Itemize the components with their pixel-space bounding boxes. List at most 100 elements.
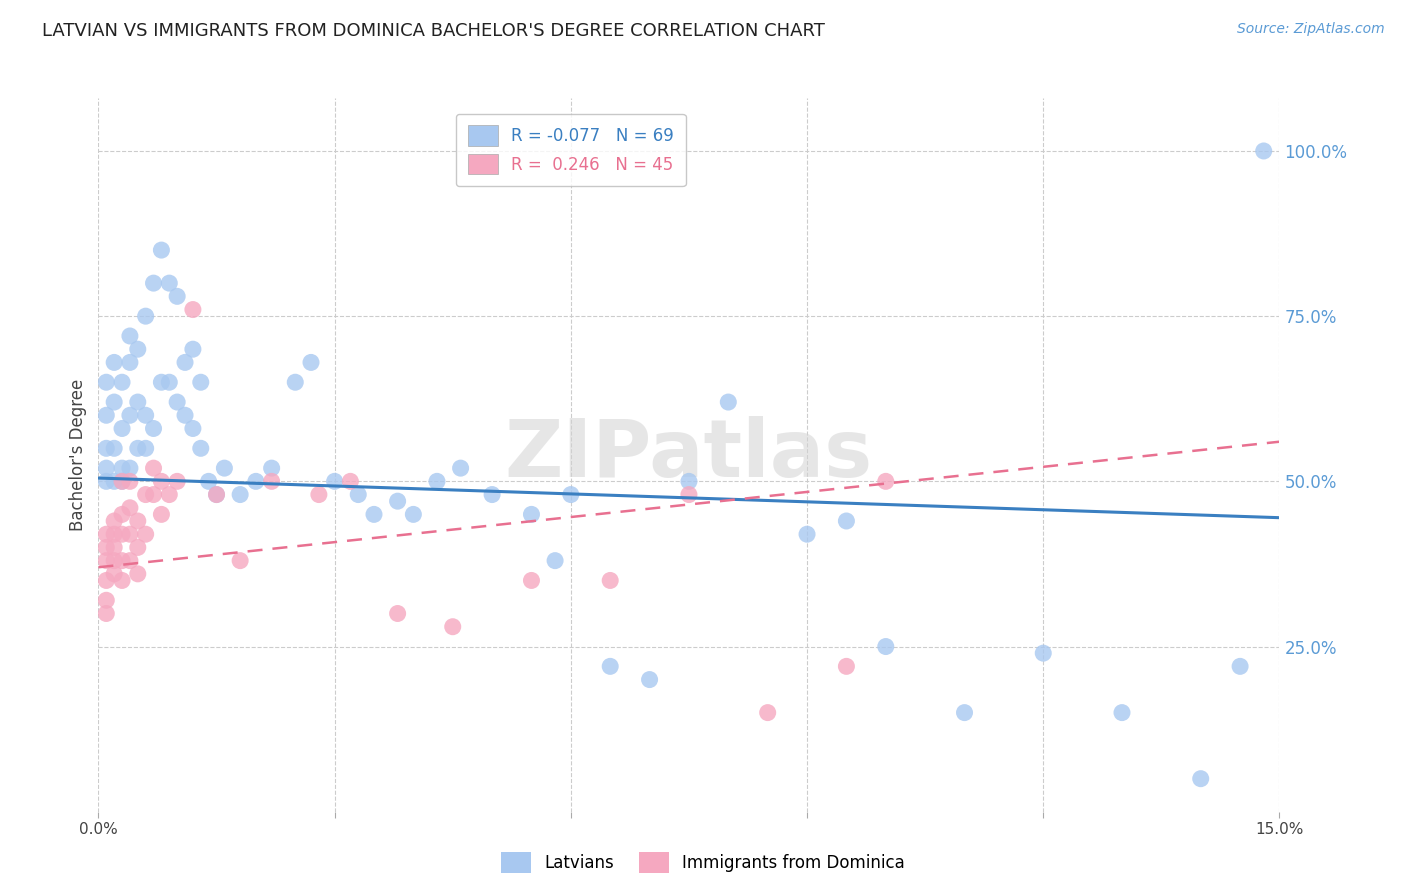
Point [599, 574, 621, 588]
Point [157, 376, 180, 390]
Point [96, 475, 118, 489]
Point [103, 395, 125, 409]
Point [103, 541, 125, 555]
Point [299, 355, 322, 369]
Point [103, 514, 125, 528]
Point [127, 442, 149, 456]
Point [96, 607, 118, 621]
Point [127, 514, 149, 528]
Point [678, 475, 700, 489]
Point [174, 355, 197, 369]
Point [96, 574, 118, 588]
Point [560, 487, 582, 501]
Point [717, 395, 740, 409]
Point [835, 659, 858, 673]
Point [481, 487, 503, 501]
Point [111, 527, 134, 541]
Point [118, 409, 141, 423]
Point [339, 475, 361, 489]
Point [174, 409, 197, 423]
Point [142, 276, 165, 290]
Point [1189, 772, 1212, 786]
Point [118, 500, 141, 515]
Point [157, 276, 180, 290]
Point [111, 461, 134, 475]
Point [96, 554, 118, 568]
Point [181, 421, 204, 435]
Point [205, 487, 228, 501]
Point [181, 342, 204, 356]
Point [150, 376, 173, 390]
Point [796, 527, 818, 541]
Text: LATVIAN VS IMMIGRANTS FROM DOMINICA BACHELOR'S DEGREE CORRELATION CHART: LATVIAN VS IMMIGRANTS FROM DOMINICA BACH… [42, 22, 825, 40]
Point [96, 593, 118, 607]
Point [150, 243, 173, 257]
Point [142, 487, 165, 501]
Point [142, 461, 165, 475]
Point [875, 640, 897, 654]
Point [1032, 646, 1054, 660]
Point [157, 487, 180, 501]
Point [197, 475, 219, 489]
Point [214, 461, 236, 475]
Point [166, 289, 188, 303]
Y-axis label: Bachelor's Degree: Bachelor's Degree [69, 379, 87, 531]
Point [205, 487, 228, 501]
Point [190, 376, 212, 390]
Point [127, 566, 149, 581]
Point [520, 574, 543, 588]
Point [118, 461, 141, 475]
Point [520, 508, 543, 522]
Point [1229, 659, 1251, 673]
Point [96, 442, 118, 456]
Point [135, 527, 157, 541]
Point [190, 442, 212, 456]
Point [426, 475, 449, 489]
Point [284, 376, 307, 390]
Point [1111, 706, 1133, 720]
Text: ZIPatlas: ZIPatlas [505, 416, 873, 494]
Point [229, 554, 252, 568]
Point [150, 475, 173, 489]
Point [387, 494, 409, 508]
Point [103, 475, 125, 489]
Legend: R = -0.077   N = 69, R =  0.246   N = 45: R = -0.077 N = 69, R = 0.246 N = 45 [456, 113, 686, 186]
Text: Source: ZipAtlas.com: Source: ZipAtlas.com [1237, 22, 1385, 37]
Point [103, 527, 125, 541]
Point [135, 409, 157, 423]
Point [142, 421, 165, 435]
Point [1253, 144, 1275, 158]
Point [118, 554, 141, 568]
Point [103, 355, 125, 369]
Legend: Latvians, Immigrants from Dominica: Latvians, Immigrants from Dominica [495, 846, 911, 880]
Point [308, 487, 330, 501]
Point [756, 706, 779, 720]
Point [599, 659, 621, 673]
Point [835, 514, 858, 528]
Point [135, 487, 157, 501]
Point [150, 508, 173, 522]
Point [544, 554, 567, 568]
Point [135, 442, 157, 456]
Point [166, 475, 188, 489]
Point [118, 329, 141, 343]
Point [111, 508, 134, 522]
Point [638, 673, 661, 687]
Point [127, 342, 149, 356]
Point [103, 566, 125, 581]
Point [135, 309, 157, 323]
Point [450, 461, 472, 475]
Point [111, 574, 134, 588]
Point [953, 706, 976, 720]
Point [111, 554, 134, 568]
Point [127, 395, 149, 409]
Point [323, 475, 346, 489]
Point [875, 475, 897, 489]
Point [111, 376, 134, 390]
Point [127, 541, 149, 555]
Point [402, 508, 425, 522]
Point [347, 487, 370, 501]
Point [96, 527, 118, 541]
Point [111, 421, 134, 435]
Point [118, 527, 141, 541]
